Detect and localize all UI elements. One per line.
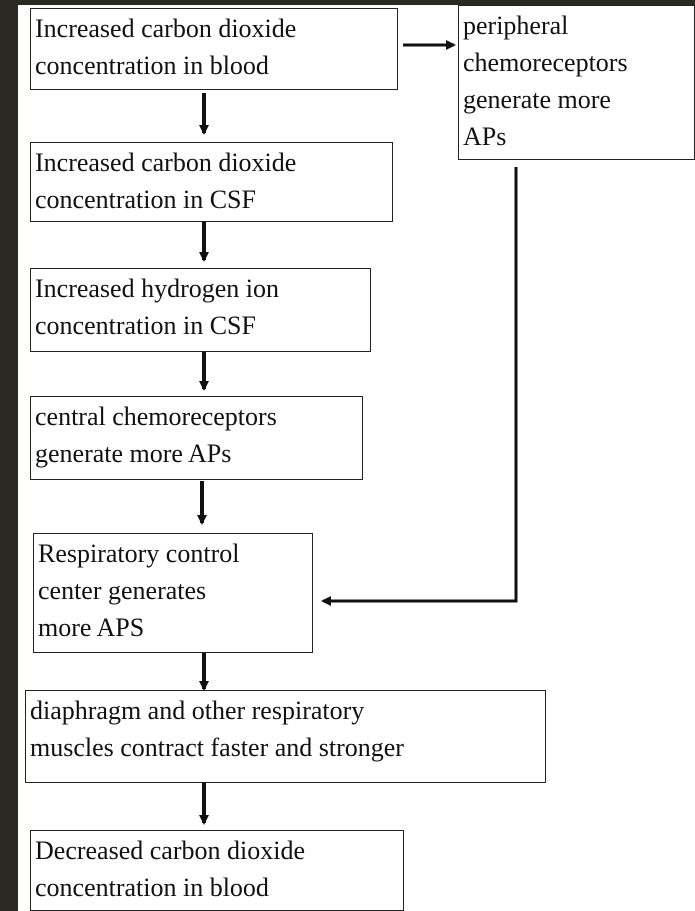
node-box: central chemoreceptors generate more APs (30, 396, 363, 480)
node-text: Respiratory control (38, 539, 240, 568)
node-box: Respiratory control center generates more … (33, 533, 313, 653)
arrow (321, 167, 518, 606)
node-text: diaphragm and other respiratory (30, 696, 365, 725)
node-box: Increased carbon dioxide concentration in… (30, 142, 393, 222)
node-text: Increased carbon dioxide (35, 148, 297, 177)
node-box: Increased carbon dioxide concentration in… (30, 8, 398, 90)
diagram: Increased carbon dioxide concentration in… (18, 5, 695, 911)
node-text: muscles contract faster and stronger (30, 733, 404, 762)
node-text: concentration in CSF (35, 185, 256, 214)
node-text: concentration in CSF (35, 311, 256, 340)
node-text: central chemoreceptors (35, 402, 277, 431)
node-text: chemoreceptors (463, 48, 628, 77)
node-text: Increased carbon dioxide (35, 14, 297, 43)
node-text: APs (463, 122, 507, 151)
node-text: generate more (463, 85, 611, 114)
node-text: concentration in blood (35, 51, 269, 80)
node-box: Increased hydrogen ion concentration in C… (30, 268, 371, 352)
node-box: diaphragm and other respiratory muscles c… (25, 690, 546, 783)
node-box: peripheral chemoreceptors generate more APs (458, 5, 695, 160)
node-text: peripheral (463, 11, 569, 40)
node-text: Decreased carbon dioxide (35, 836, 305, 865)
node-text: center generates (38, 576, 207, 605)
node-text: generate more APs (35, 439, 232, 468)
arrows (197, 40, 518, 825)
node-box: Decreased carbon dioxide concentration in… (30, 830, 404, 911)
node-text: concentration in blood (35, 873, 269, 902)
node-text: more APS (38, 613, 145, 642)
arrow-group (197, 40, 518, 825)
node-text: Increased hydrogen ion (35, 274, 280, 303)
